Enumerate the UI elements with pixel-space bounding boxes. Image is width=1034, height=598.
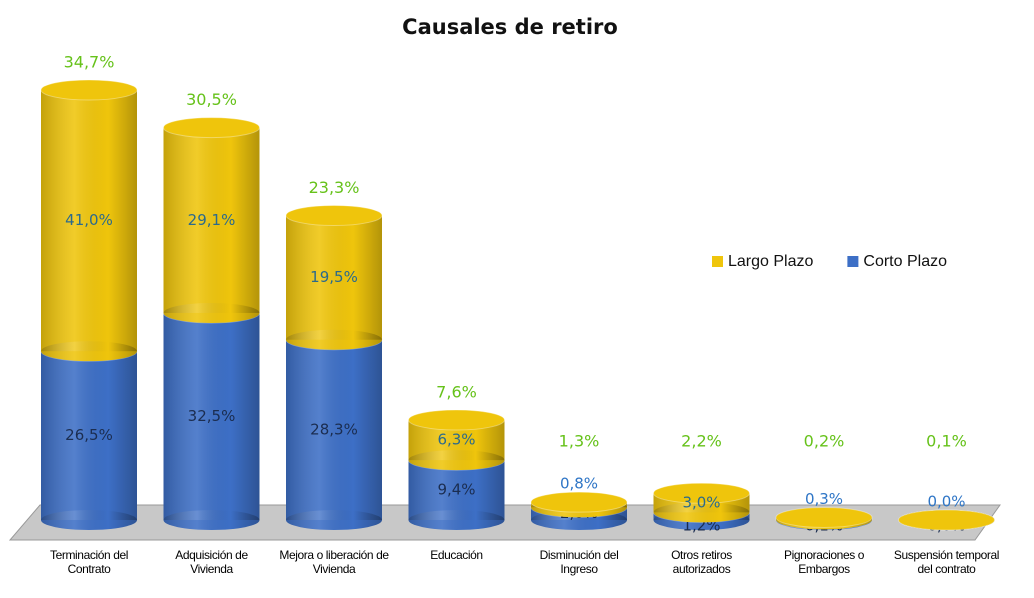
total-label: 0,1% xyxy=(926,432,967,451)
cylinder-segment xyxy=(40,79,138,362)
cylinder-segment xyxy=(775,506,873,530)
value-label: 28,3% xyxy=(310,420,358,438)
value-label: 0,8% xyxy=(560,475,598,493)
total-label: 23,3% xyxy=(309,178,360,197)
total-label: 34,7% xyxy=(64,53,115,72)
x-tick-label: Adquisición de Vivienda xyxy=(175,548,248,576)
legend-swatch xyxy=(712,256,723,267)
total-label: 30,5% xyxy=(186,90,237,109)
x-tick-label: Educación xyxy=(430,548,483,562)
cylinder-segment xyxy=(653,482,750,523)
cylinder-segment xyxy=(530,491,628,518)
cylinder-segment xyxy=(285,329,383,530)
total-label: 2,2% xyxy=(681,432,722,451)
x-tick-label: Otros retiros autorizados xyxy=(671,548,732,576)
value-label: 9,4% xyxy=(437,481,475,499)
value-label: 26,5% xyxy=(65,426,113,444)
cylinder-segment xyxy=(163,117,260,323)
chart-title: Causales de retiro xyxy=(402,15,618,39)
value-label: 0,0% xyxy=(927,493,965,511)
x-tick-label: Disminución del Ingreso xyxy=(539,548,619,576)
value-label: 32,5% xyxy=(188,407,236,425)
cylinder-segment xyxy=(408,409,505,471)
total-label: 0,2% xyxy=(804,432,845,451)
legend-swatch xyxy=(847,256,859,267)
value-label: 6,3% xyxy=(437,431,475,449)
x-tick-label: Terminación del Contrato xyxy=(49,548,129,576)
total-label: 1,3% xyxy=(559,432,600,451)
legend-label: Corto Plazo xyxy=(863,253,947,270)
cylinder-segment xyxy=(285,204,383,350)
value-label: 41,0% xyxy=(65,211,113,229)
x-tick-label: Suspensión temporal del contrato xyxy=(893,548,1000,576)
value-label: 0,3% xyxy=(805,490,843,508)
total-label: 7,6% xyxy=(436,382,477,401)
value-label: 3,0% xyxy=(682,493,720,511)
value-label: 29,1% xyxy=(188,211,236,229)
x-tick-label: Pignoraciones o Embargos xyxy=(783,548,865,576)
value-label: 19,5% xyxy=(310,268,358,286)
cylinder-segment xyxy=(898,509,995,531)
legend-label: Largo Plazo xyxy=(728,253,813,270)
x-tick-label: Mejora o liberación de Vivienda xyxy=(279,548,389,576)
